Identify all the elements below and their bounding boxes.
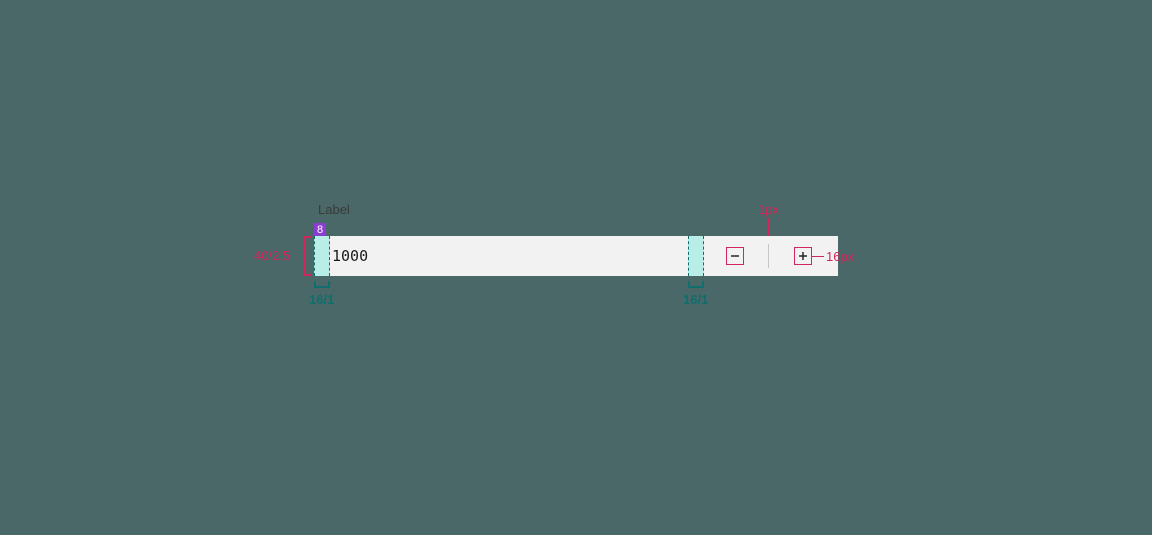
number-input-container: 1000	[314, 236, 838, 276]
height-bracket	[303, 236, 311, 276]
minus-icon	[730, 251, 740, 261]
number-input-value[interactable]: 1000	[332, 236, 368, 276]
divider-leader-line	[768, 218, 769, 236]
left-padding-bracket	[314, 281, 330, 288]
right-padding-annotation: 16/1	[683, 292, 708, 307]
field-label: Label	[318, 202, 350, 217]
button-size-annotation: 16px	[826, 249, 854, 264]
height-annotation: 40/2.5	[254, 248, 290, 263]
plus-icon	[798, 251, 808, 261]
decrement-button[interactable]	[726, 247, 744, 265]
increment-button[interactable]	[794, 247, 812, 265]
right-padding-highlight	[688, 236, 704, 276]
stepper-divider	[768, 244, 769, 268]
right-padding-bracket	[688, 281, 704, 288]
left-padding-highlight	[314, 236, 330, 276]
button-size-leader-line	[812, 256, 824, 257]
margin-badge: 8	[314, 223, 326, 237]
divider-annotation: 1px	[758, 202, 779, 217]
left-padding-annotation: 16/1	[309, 292, 334, 307]
